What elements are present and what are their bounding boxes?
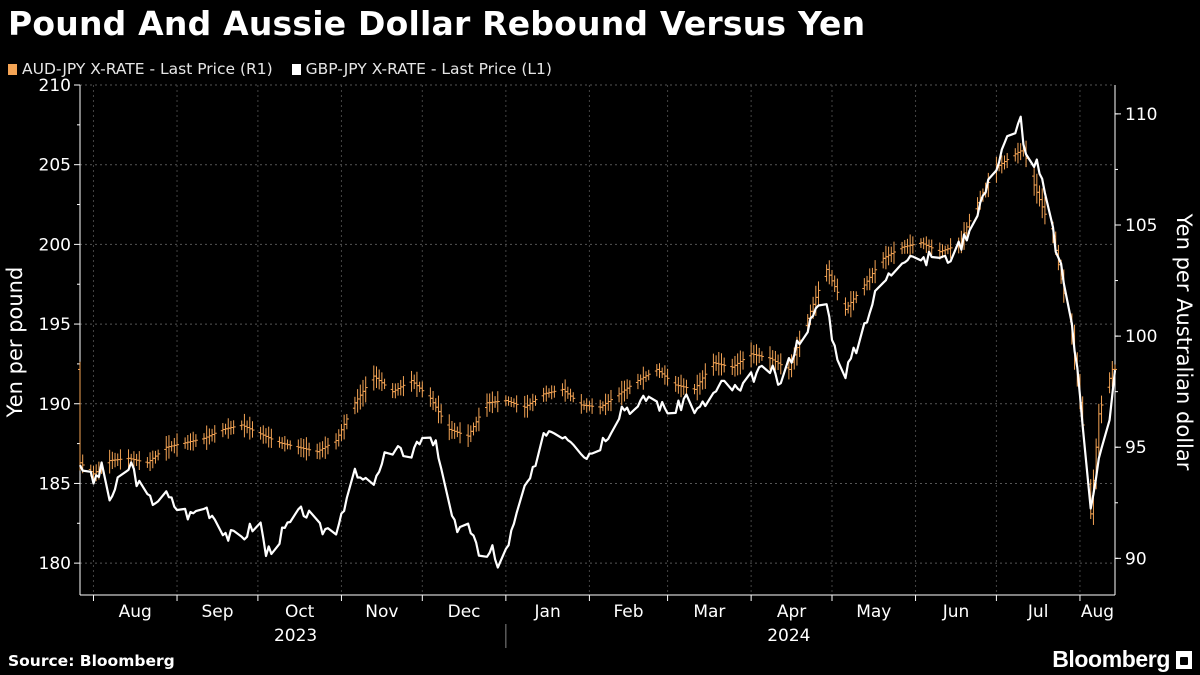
y-right-tick-100: 100: [1125, 327, 1157, 347]
y-right-axis-label: Yen per Australian dollar: [1172, 213, 1196, 471]
x-tick-jul-11: Jul: [1027, 602, 1049, 622]
chart-title: Pound And Aussie Dollar Rebound Versus Y…: [8, 4, 866, 43]
x-tick-aug-0: Aug: [119, 602, 152, 622]
bloomberg-logo: Bloomberg: [1052, 646, 1192, 673]
y-left-tick-210: 210: [39, 76, 71, 96]
y-left-tick-190: 190: [39, 395, 71, 415]
gbp-jpy-line: [79, 115, 1117, 569]
legend-swatch-aud: [8, 63, 17, 75]
gbp-jpy-series: [79, 115, 1117, 569]
x-tick-mar-7: Mar: [693, 602, 725, 622]
y-right-tick-105: 105: [1125, 216, 1157, 236]
y-right-tick-95: 95: [1125, 438, 1147, 458]
year-label-2023: 2023: [274, 626, 317, 646]
legend-label-aud: AUD-JPY X-RATE - Last Price (R1): [22, 60, 273, 78]
grid-layer: [80, 84, 1115, 595]
x-tick-oct-2: Oct: [285, 602, 315, 622]
y-right-tick-90: 90: [1125, 549, 1147, 569]
x-tick-jan-5: Jan: [534, 602, 561, 622]
y-left-axis-label: Yen per pound: [3, 267, 27, 419]
y-left-tick-205: 205: [39, 156, 71, 176]
legend: AUD-JPY X-RATE - Last Price (R1) GBP-JPY…: [8, 60, 566, 79]
y-right-tick-110: 110: [1125, 105, 1157, 125]
legend-item-gbp: GBP-JPY X-RATE - Last Price (L1): [291, 60, 552, 78]
y-left-tick-195: 195: [39, 315, 71, 335]
x-tick-nov-3: Nov: [365, 602, 398, 622]
x-tick-may-9: May: [856, 602, 891, 622]
logo-text: Bloomberg: [1052, 646, 1170, 672]
year-label-2024: 2024: [767, 626, 810, 646]
x-tick-feb-6: Feb: [613, 602, 643, 622]
legend-label-gbp: GBP-JPY X-RATE - Last Price (L1): [305, 60, 552, 78]
x-tick-dec-4: Dec: [448, 602, 481, 622]
legend-swatch-gbp: [291, 63, 301, 75]
y-left-tick-185: 185: [39, 474, 71, 494]
axis-labels-layer: 2023 2024 Yen per pound Yen per Australi…: [3, 76, 1196, 646]
source-note: Source: Bloomberg: [8, 652, 175, 670]
aud-jpy-series: [78, 140, 1117, 525]
x-tick-sep-1: Sep: [201, 602, 233, 622]
axes-layer: [74, 84, 1121, 648]
x-tick-jun-10: Jun: [942, 602, 970, 622]
y-left-tick-180: 180: [39, 554, 71, 574]
legend-item-aud: AUD-JPY X-RATE - Last Price (R1): [8, 60, 273, 78]
logo-mark-icon: [1176, 650, 1192, 669]
x-tick-apr-8: Apr: [777, 602, 806, 622]
y-left-tick-200: 200: [39, 235, 71, 255]
x-tick-aug-12: Aug: [1081, 602, 1114, 622]
